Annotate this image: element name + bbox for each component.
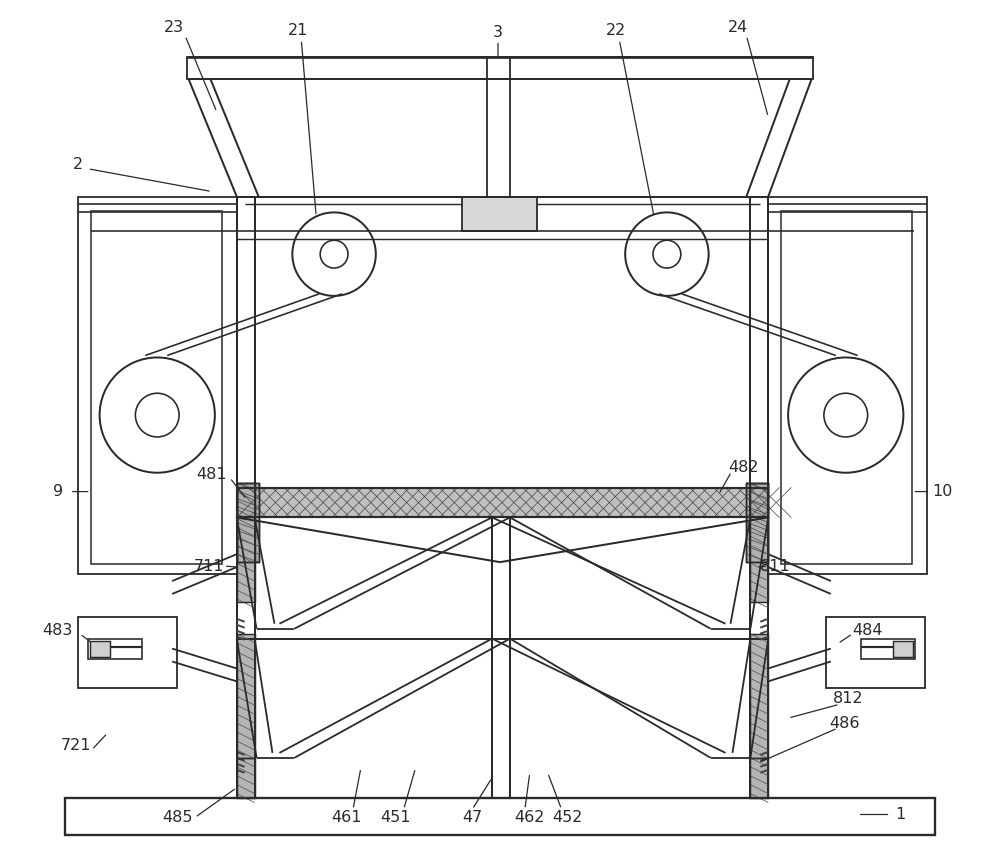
Text: 811: 811: [760, 558, 791, 574]
Text: 451: 451: [380, 810, 411, 825]
Text: 462: 462: [515, 810, 545, 825]
Text: 47: 47: [462, 810, 482, 825]
Text: 461: 461: [331, 810, 361, 825]
Text: 812: 812: [832, 691, 863, 706]
Bar: [237, 634, 255, 758]
Text: 23: 23: [164, 20, 184, 35]
Text: 10: 10: [932, 484, 952, 499]
Bar: [237, 758, 255, 798]
Bar: [781, 211, 912, 564]
Text: 486: 486: [830, 716, 860, 731]
Bar: [750, 634, 768, 758]
Bar: [88, 638, 142, 659]
Text: 9: 9: [53, 484, 63, 499]
Bar: [893, 641, 913, 656]
Bar: [237, 197, 768, 638]
Text: 2: 2: [73, 157, 83, 172]
Bar: [237, 483, 255, 602]
Bar: [237, 488, 768, 517]
Text: 485: 485: [162, 810, 192, 825]
Text: 482: 482: [728, 460, 759, 475]
Bar: [237, 483, 255, 602]
Text: 711: 711: [194, 558, 224, 574]
Bar: [750, 483, 768, 602]
Text: 452: 452: [552, 810, 583, 825]
Bar: [750, 758, 768, 798]
Bar: [861, 638, 915, 659]
Bar: [78, 197, 237, 574]
Text: 721: 721: [61, 739, 91, 753]
Bar: [237, 488, 768, 517]
Bar: [768, 197, 927, 574]
Text: 481: 481: [197, 467, 227, 482]
Text: 21: 21: [288, 23, 309, 38]
Text: 484: 484: [852, 623, 883, 638]
Bar: [750, 634, 768, 758]
Bar: [65, 798, 935, 835]
Bar: [237, 758, 255, 798]
Bar: [826, 617, 925, 688]
Bar: [237, 634, 255, 758]
Bar: [750, 483, 768, 602]
Bar: [462, 197, 537, 231]
Bar: [90, 641, 110, 656]
Bar: [78, 617, 177, 688]
Text: 22: 22: [606, 23, 626, 38]
Bar: [187, 58, 813, 79]
Text: 3: 3: [493, 25, 503, 40]
Bar: [746, 483, 768, 562]
Text: 1: 1: [895, 807, 906, 822]
Bar: [237, 483, 259, 562]
Text: 483: 483: [43, 623, 73, 638]
Text: 24: 24: [728, 20, 749, 35]
Bar: [746, 483, 768, 562]
Bar: [750, 758, 768, 798]
Bar: [237, 483, 259, 562]
Bar: [91, 211, 222, 564]
